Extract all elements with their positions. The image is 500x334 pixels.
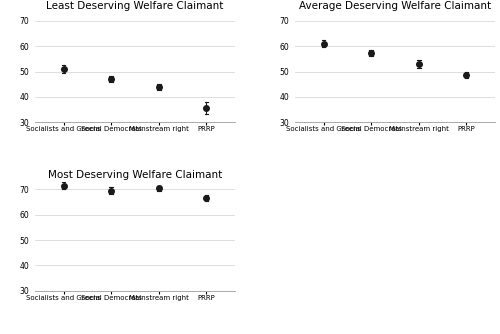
Title: Most Deserving Welfare Claimant: Most Deserving Welfare Claimant [48,170,222,180]
Title: Least Deserving Welfare Claimant: Least Deserving Welfare Claimant [46,1,224,11]
Title: Average Deserving Welfare Claimant: Average Deserving Welfare Claimant [299,1,491,11]
